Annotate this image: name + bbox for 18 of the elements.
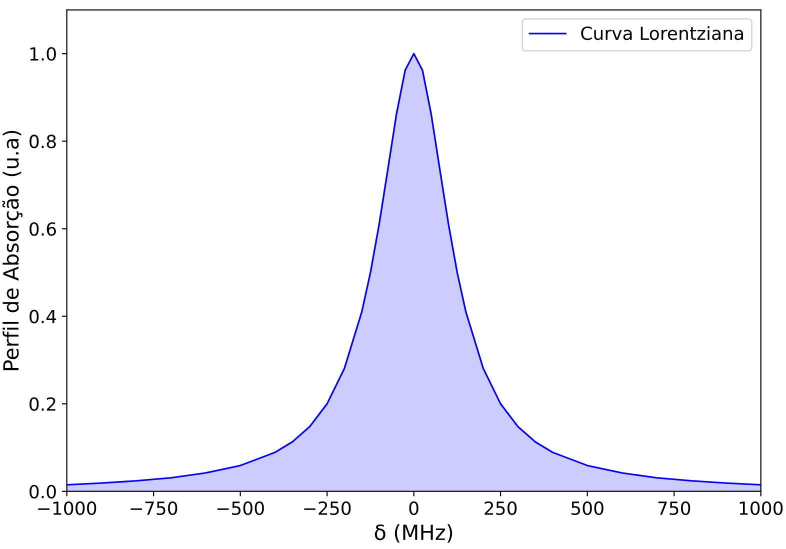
- y-tick-label: 0.4: [30, 310, 56, 324]
- legend-label: Curva Lorentziana: [581, 26, 743, 40]
- y-tick-label: 1.0: [30, 47, 56, 61]
- x-tick-label: 500: [572, 501, 604, 516]
- y-tick-label: 0.0: [30, 484, 56, 498]
- y-tick-label: 0.8: [30, 134, 56, 148]
- x-tick-label: −500: [217, 501, 264, 516]
- x-tick-label: 250: [484, 501, 517, 516]
- x-tick-label: 0: [409, 501, 418, 516]
- x-tick-label: 1000: [740, 501, 783, 516]
- x-axis-title: δ (MHz): [374, 524, 452, 543]
- x-tick-label: −250: [304, 501, 351, 516]
- y-axis-title: Perfil de Absorção (u.a): [2, 130, 23, 370]
- y-tick-label: 0.2: [30, 397, 56, 411]
- y-tick-label: 0.6: [30, 222, 56, 236]
- x-tick-label: 750: [658, 501, 690, 516]
- x-tick-label: −750: [130, 501, 178, 516]
- x-tick-label: −1000: [38, 501, 96, 516]
